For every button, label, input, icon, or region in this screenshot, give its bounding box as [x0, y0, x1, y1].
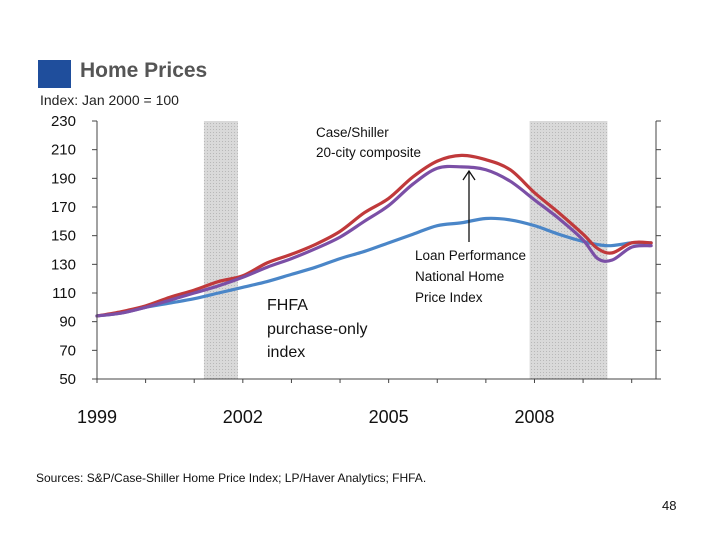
y-tick-label: 150: [51, 228, 76, 245]
source-note: Sources: S&P/Case-Shiller Home Price Ind…: [36, 471, 427, 485]
annotation-arrowhead-icon: [462, 169, 476, 181]
recession-band-2: [529, 121, 608, 379]
y-tick-label: 130: [51, 256, 76, 273]
chart-subtitle: Index: Jan 2000 = 100: [40, 92, 179, 108]
recession-shading-layer: [203, 121, 608, 379]
series-line-case-shiller: [95, 153, 653, 318]
loan-performance-label-line-2: National Home: [415, 269, 504, 284]
y-tick-label: 230: [51, 113, 76, 130]
series-layer: [95, 153, 653, 318]
series-line-fhfa: [95, 216, 653, 318]
case-shiller-label-line-1: Case/Shiller: [316, 125, 389, 140]
fhfa-label-line-2: purchase-only: [267, 321, 368, 338]
y-tick-label: 190: [51, 170, 76, 187]
y-tick-label: 110: [52, 285, 76, 302]
y-tick-label: 210: [51, 142, 76, 159]
recession-band-1: [203, 121, 238, 379]
y-tick-label: 170: [51, 199, 76, 216]
x-tick-label: 2005: [369, 407, 409, 427]
y-tick-label: 70: [59, 342, 76, 359]
axis-layer: 230 210 190 170 150 130 110 90 70 50 1999 2002 2005 2…: [51, 113, 661, 427]
y-tick-label: 50: [59, 371, 76, 388]
x-tick-label: 2008: [514, 407, 554, 427]
loan-performance-label-line-1: Loan Performance: [415, 248, 526, 263]
case-shiller-label-line-2: 20-city composite: [316, 145, 421, 160]
fhfa-label-line-1: FHFA: [267, 297, 308, 314]
y-tick-label: 90: [59, 314, 76, 331]
title-square-icon: [38, 60, 71, 88]
series-line-loan-performance: [95, 164, 653, 318]
chart-title: Home Prices: [80, 59, 208, 82]
x-tick-label: 2002: [223, 407, 263, 427]
x-tick-label: 1999: [77, 407, 117, 427]
fhfa-label-line-3: index: [267, 344, 305, 361]
annotation-layer: Case/Shiller 20-city composite Loan Perf…: [267, 125, 526, 361]
page-number: 48: [662, 498, 677, 513]
loan-performance-label-line-3: Price Index: [415, 290, 483, 305]
